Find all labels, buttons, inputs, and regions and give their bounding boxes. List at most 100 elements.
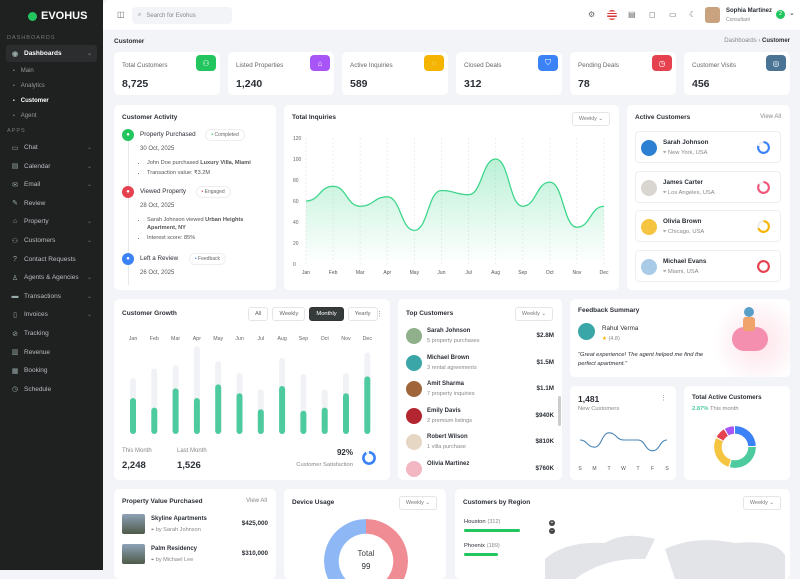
activity-icon: ● <box>122 186 134 198</box>
active-customer-item[interactable]: Michael Evans⌖ Miami, USA <box>635 250 781 282</box>
activity-title: Left a Review <box>140 255 178 262</box>
settings-icon[interactable]: ⚙ <box>588 10 595 19</box>
property-item[interactable]: Palm Residency⌖ by Michael Lee$310,000 <box>122 544 268 566</box>
sidebar-item-dashboards[interactable]: ◉Dashboards⌄ <box>6 45 97 62</box>
last-month-value: 1,526 <box>177 460 201 471</box>
x-tick-label: T <box>607 466 610 472</box>
sidebar-item-booking[interactable]: ▦Booking <box>6 362 97 379</box>
period-dropdown[interactable]: Weekly ⌄ <box>399 496 437 510</box>
chevron-down-icon[interactable]: ⌄ <box>789 9 795 17</box>
section-label: APPS <box>7 128 26 134</box>
customer-location: Los Angeles, USA <box>668 190 715 196</box>
satisfaction-ring <box>362 451 376 465</box>
property-item[interactable]: Skyline Apartments⌖ by Sarah Johnson$425… <box>122 514 268 536</box>
total-label: Total <box>284 549 446 558</box>
sidebar-item-customers[interactable]: ⚇Customers⌄ <box>6 232 97 249</box>
view-all-link[interactable]: View All <box>246 498 267 504</box>
sidebar-item-property[interactable]: ⌂Property⌄ <box>6 213 97 230</box>
notification-badge: 2 <box>776 10 785 19</box>
active-customer-item[interactable]: Sarah Johnson⌖ New York, USA <box>635 131 781 163</box>
active-customer-item[interactable]: James Carter⌖ Los Angeles, USA <box>635 171 781 203</box>
x-tick-label: W <box>621 466 626 472</box>
sidebar-item-invoices[interactable]: ▯Invoices⌄ <box>6 306 97 323</box>
activity-ring <box>757 181 770 194</box>
y-tick-label: 80 <box>293 178 299 184</box>
user-avatar[interactable] <box>705 7 720 23</box>
activity-ring <box>757 220 770 233</box>
bar <box>194 398 200 434</box>
x-tick-label: May <box>410 270 420 276</box>
brand-logo[interactable]: EVOHUS <box>28 10 87 22</box>
sidebar-item-tracking[interactable]: ⊘Tracking <box>6 325 97 342</box>
activity-ring <box>757 141 770 154</box>
series-line <box>580 433 667 451</box>
sidebar-item-chat[interactable]: ▭Chat⌄ <box>6 139 97 156</box>
search-input[interactable]: ⌕Search for Evohus <box>132 7 232 24</box>
stat-label: Active Inquiries <box>350 62 393 69</box>
bar <box>258 409 264 434</box>
city-count: (312) <box>488 519 501 525</box>
x-tick-label: Aug <box>277 336 286 342</box>
chat-icon: ▭ <box>11 144 19 152</box>
active-customer-item[interactable]: Olivia Brown⌖ Chicago, USA <box>635 210 781 242</box>
customer-name: Olivia Martinez <box>427 461 469 467</box>
sidebar-item-agents-agencies[interactable]: ♙Agents & Agencies⌄ <box>6 269 97 286</box>
last-month-label: Last Month <box>177 448 207 454</box>
world-map[interactable] <box>545 529 785 579</box>
y-tick-label: 20 <box>293 241 299 247</box>
scrollbar[interactable] <box>558 396 561 426</box>
sidebar-item-schedule[interactable]: ◷Schedule <box>6 381 97 398</box>
message-icon[interactable]: ▭ <box>669 10 677 19</box>
sidebar-toggle-icon[interactable]: ◫ <box>117 10 125 19</box>
chat-icon: ◌ <box>424 55 444 71</box>
active-customers-donut <box>714 426 756 468</box>
x-tick-label: S <box>578 466 582 472</box>
sidebar-subitem-main[interactable]: •Main <box>13 68 34 74</box>
clock-icon: ◷ <box>652 55 672 71</box>
sidebar-subitem-customer[interactable]: •Customer <box>13 98 49 104</box>
avatar <box>641 180 657 196</box>
breadcrumb-link[interactable]: Dashboards <box>724 38 756 44</box>
customers-by-region-card: Customers by Region Weekly ⌄ Houston (31… <box>455 489 790 579</box>
sidebar-item-email[interactable]: ✉Email⌄ <box>6 176 97 193</box>
top-customer-item[interactable]: Olivia Martinez$760K <box>406 459 554 480</box>
sidebar-subitem-agent[interactable]: •Agent <box>13 113 36 119</box>
notification-icon[interactable]: ◻ <box>649 10 656 19</box>
users-icon: ⚇ <box>196 55 216 71</box>
location-icon: ⌖ <box>663 150 666 156</box>
sidebar-item-calendar[interactable]: ▤Calendar⌄ <box>6 158 97 175</box>
customer-value: $1.5M <box>536 359 554 366</box>
sidebar-item-contact-requests[interactable]: ?Contact Requests <box>6 251 97 268</box>
us-flag-icon[interactable] <box>607 10 617 20</box>
period-dropdown[interactable]: Weekly ⌄ <box>743 496 781 510</box>
sidebar-item-transactions[interactable]: ▬Transactions⌄ <box>6 288 97 305</box>
sidebar-subitem-analytics[interactable]: •Analytics <box>13 83 45 89</box>
area-fill <box>306 159 604 264</box>
x-tick-label: Sep <box>518 270 527 276</box>
avatar <box>406 328 422 344</box>
sidebar-item-review[interactable]: ✎Review <box>6 195 97 212</box>
layout-icon[interactable]: ▤ <box>628 10 636 19</box>
period-dropdown[interactable]: Weekly ⌄ <box>515 307 553 321</box>
stat-label: Closed Deals <box>464 62 501 69</box>
bar <box>237 393 243 434</box>
customer-location: New York, USA <box>668 150 708 156</box>
card-title: Device Usage <box>292 499 334 506</box>
property-value-card: Property Value Purchased View All Skylin… <box>114 489 276 579</box>
zoom-in-button[interactable]: + <box>549 520 555 526</box>
dark-mode-icon[interactable]: ☾ <box>689 10 696 19</box>
card-title: Customers by Region <box>463 499 530 506</box>
sidebar-item-revenue[interactable]: ▥Revenue <box>6 344 97 361</box>
view-all-link[interactable]: View All <box>760 114 781 120</box>
tracking-icon: ⊘ <box>11 330 19 338</box>
stat-label: Pending Deals <box>578 62 619 69</box>
property-name: Palm Residency <box>151 546 197 552</box>
